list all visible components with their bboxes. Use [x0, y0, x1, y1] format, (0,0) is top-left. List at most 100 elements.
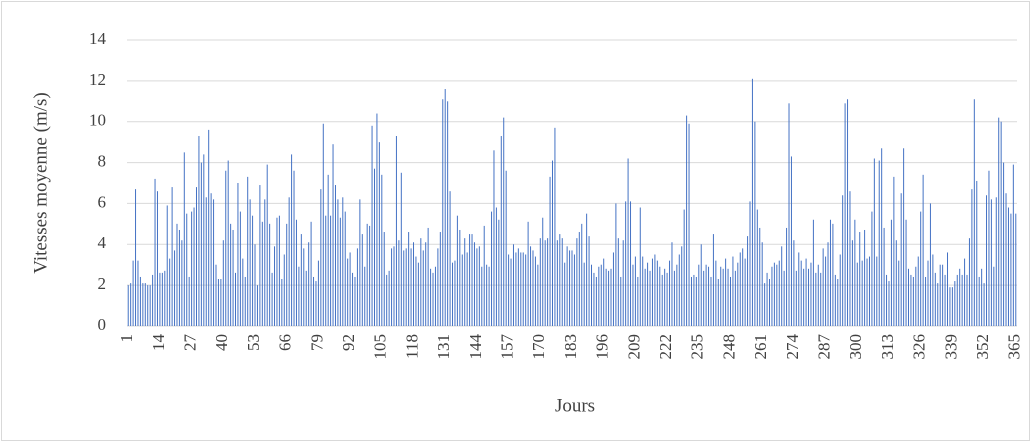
- x-axis-label: Jours: [555, 395, 595, 416]
- bar: [976, 180, 978, 326]
- bar: [493, 150, 495, 326]
- y-tick-label: 10: [89, 111, 106, 130]
- bar: [478, 246, 480, 326]
- bar: [200, 162, 202, 326]
- bar: [851, 240, 853, 326]
- bar: [254, 244, 256, 326]
- bar: [569, 250, 571, 326]
- bar: [264, 199, 266, 326]
- bar: [778, 260, 780, 326]
- bar: [610, 268, 612, 326]
- bar: [659, 266, 661, 326]
- bar: [447, 101, 449, 327]
- bar: [400, 172, 402, 326]
- bar: [178, 229, 180, 326]
- bar: [800, 260, 802, 326]
- bar: [712, 234, 714, 326]
- bar: [203, 154, 205, 326]
- bar: [886, 274, 888, 326]
- bar: [466, 252, 468, 326]
- bar: [330, 215, 332, 326]
- bar: [671, 242, 673, 326]
- bar: [154, 178, 156, 326]
- bar: [620, 276, 622, 326]
- bar: [781, 246, 783, 326]
- bar: [871, 211, 873, 326]
- bar: [842, 195, 844, 326]
- bar: [647, 262, 649, 326]
- bar: [188, 276, 190, 326]
- bar: [756, 209, 758, 326]
- bar: [503, 117, 505, 326]
- bar: [337, 199, 339, 326]
- bar: [439, 232, 441, 326]
- bar: [820, 272, 822, 326]
- bar: [459, 229, 461, 326]
- bar: [1012, 164, 1014, 326]
- bar: [764, 283, 766, 326]
- bar: [617, 238, 619, 326]
- bar: [495, 207, 497, 326]
- bar: [581, 223, 583, 326]
- x-tick-label: 157: [498, 334, 517, 360]
- bar: [698, 264, 700, 326]
- bar: [971, 189, 973, 326]
- x-tick-label: 92: [339, 334, 358, 351]
- bar: [332, 144, 334, 326]
- bar: [968, 238, 970, 326]
- bar: [661, 274, 663, 326]
- bar: [247, 176, 249, 326]
- bar: [717, 279, 719, 326]
- bar: [788, 103, 790, 326]
- bar: [142, 283, 144, 326]
- bar: [883, 227, 885, 326]
- bar: [442, 99, 444, 326]
- bar: [722, 268, 724, 326]
- bar: [1005, 193, 1007, 326]
- bar: [705, 264, 707, 326]
- bar: [252, 215, 254, 326]
- bar: [298, 266, 300, 326]
- bar: [135, 189, 137, 326]
- bar: [559, 234, 561, 326]
- bar: [222, 240, 224, 326]
- bar: [947, 252, 949, 326]
- bar: [793, 240, 795, 326]
- bar: [364, 266, 366, 326]
- bar: [917, 256, 919, 326]
- bar: [710, 276, 712, 326]
- bar: [822, 248, 824, 326]
- bar: [547, 238, 549, 326]
- bar: [342, 197, 344, 326]
- bar: [859, 232, 861, 326]
- bar: [910, 274, 912, 326]
- bar: [690, 276, 692, 326]
- x-tick-label: 66: [276, 334, 295, 351]
- bar: [191, 211, 193, 326]
- bar: [759, 227, 761, 326]
- bar: [310, 221, 312, 326]
- bar: [715, 260, 717, 326]
- bar: [571, 250, 573, 326]
- bar: [900, 193, 902, 326]
- bar: [551, 160, 553, 326]
- bar: [534, 256, 536, 326]
- bar: [369, 225, 371, 326]
- bar: [371, 125, 373, 326]
- bar: [964, 258, 966, 326]
- x-tick-label: 261: [751, 334, 770, 360]
- x-tick-label: 40: [212, 334, 231, 351]
- bar: [954, 281, 956, 326]
- bar: [734, 270, 736, 326]
- bar: [632, 264, 634, 326]
- bar: [681, 246, 683, 326]
- bar: [454, 260, 456, 326]
- bar: [378, 142, 380, 326]
- bar: [747, 236, 749, 326]
- bar: [491, 211, 493, 326]
- bar: [556, 240, 558, 326]
- bar: [878, 160, 880, 326]
- y-tick-label: 4: [98, 233, 107, 252]
- bar: [183, 152, 185, 326]
